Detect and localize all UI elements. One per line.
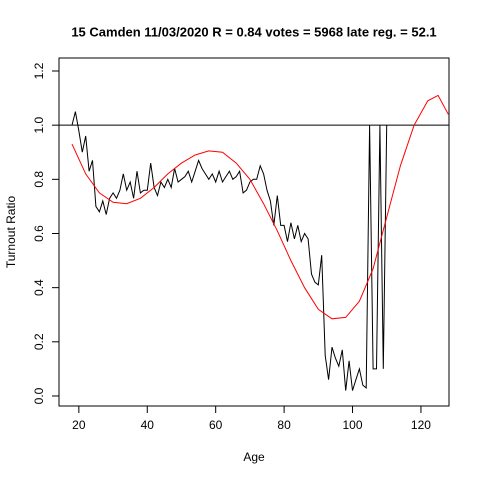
x-tick-label: 120	[411, 418, 431, 432]
y-axis-label: Turnout Ratio	[4, 196, 18, 269]
x-tick-label: 40	[141, 418, 155, 432]
x-tick-label: 20	[72, 418, 86, 432]
chart-title: 15 Camden 11/03/2020 R = 0.84 votes = 59…	[71, 24, 436, 39]
y-tick-label: 1.0	[32, 116, 46, 133]
series-line	[71, 94, 449, 320]
x-tick-label: 60	[209, 418, 223, 432]
series-line	[71, 111, 388, 391]
plot-frame	[58, 57, 450, 407]
y-tick-label: 0.6	[32, 225, 46, 242]
y-tick-label: 0.0	[32, 387, 46, 404]
y-tick-label: 0.2	[32, 333, 46, 350]
x-tick-label: 80	[277, 418, 291, 432]
y-tick-label: 0.8	[32, 171, 46, 188]
y-tick-label: 0.4	[32, 279, 46, 296]
y-tick-label: 1.2	[32, 62, 46, 79]
x-tick-label: 100	[343, 418, 363, 432]
x-axis-label: Age	[243, 450, 265, 464]
